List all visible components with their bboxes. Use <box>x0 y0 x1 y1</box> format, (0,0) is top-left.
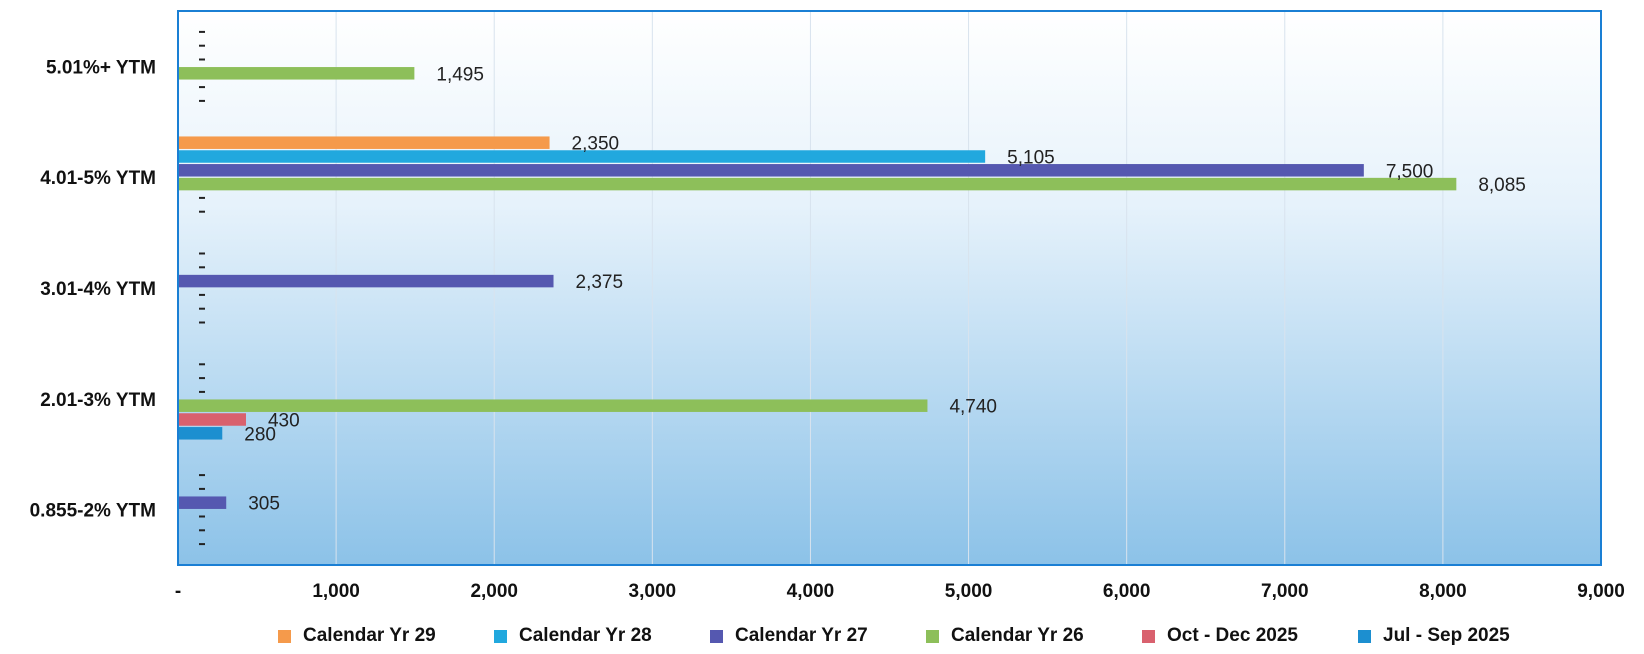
x-tick-label: 1,000 <box>312 581 360 602</box>
data-label: 4,740 <box>949 397 997 418</box>
legend-label: Calendar Yr 29 <box>303 625 436 646</box>
bars <box>178 67 1457 509</box>
data-label: 7,500 <box>1386 161 1434 182</box>
legend-swatch <box>1358 629 1371 643</box>
data-label: 280 <box>244 424 276 445</box>
legend-swatch <box>1142 629 1155 643</box>
x-tick-label: 6,000 <box>1103 581 1151 602</box>
data-label: 1,495 <box>436 64 484 85</box>
x-tick-label: 8,000 <box>1419 581 1467 602</box>
bar <box>178 164 1364 177</box>
bar <box>178 136 550 149</box>
plot-area-border <box>177 10 1602 566</box>
legend-item: Oct - Dec 2025 <box>1142 622 1298 650</box>
data-label: 2,375 <box>576 272 624 293</box>
legend-label: Calendar Yr 26 <box>951 625 1084 646</box>
legend-label: Calendar Yr 28 <box>519 625 652 646</box>
bar <box>178 413 246 426</box>
category-label: 0.855-2% YTM <box>30 501 156 522</box>
x-tick-label: 2,000 <box>470 581 518 602</box>
legend-item: Calendar Yr 27 <box>710 622 868 650</box>
legend-label: Oct - Dec 2025 <box>1167 625 1298 646</box>
legend-label: Calendar Yr 27 <box>735 625 868 646</box>
bar <box>178 150 986 163</box>
x-tick-label: 5,000 <box>945 581 993 602</box>
x-tick-label: 9,000 <box>1577 581 1625 602</box>
x-tick-label: - <box>175 581 181 602</box>
legend-swatch <box>710 629 723 643</box>
bar <box>178 274 554 288</box>
bar <box>178 399 928 412</box>
data-label: 430 <box>268 411 300 432</box>
category-label: 4.01-5% YTM <box>40 168 156 189</box>
data-label: 5,105 <box>1007 148 1055 169</box>
plot-area-background <box>178 11 1601 565</box>
bar-chart: 1,495 2,350 5,105 7,500 8,085 2,375 4,740 43028… <box>30 10 1625 602</box>
bar <box>178 177 1457 191</box>
legend-item: Calendar Yr 29 <box>278 622 436 650</box>
value-axis-tick-labels: - 1,000 2,000 3,000 4,000 5,000 6,000 7,000 8,00… <box>175 581 1625 602</box>
x-tick-label: 4,000 <box>787 581 835 602</box>
x-tick-label: 7,000 <box>1261 581 1309 602</box>
legend-swatch <box>278 629 291 643</box>
data-label: 8,085 <box>1478 175 1526 196</box>
x-tick-label: 3,000 <box>629 581 677 602</box>
data-labels: 1,495 2,350 5,105 7,500 8,085 2,375 4,740 43028… <box>244 64 1526 514</box>
category-dash-marks <box>199 30 205 546</box>
legend-item: Jul - Sep 2025 <box>1358 622 1510 650</box>
legend-swatch <box>494 629 507 643</box>
bar <box>178 67 415 80</box>
category-label: 3.01-4% YTM <box>40 279 156 300</box>
legend-swatch <box>926 629 939 643</box>
legend-label: Jul - Sep 2025 <box>1383 625 1510 646</box>
legend-item: Calendar Yr 28 <box>494 622 652 650</box>
chart-legend: Calendar Yr 29 Calendar Yr 28 Calendar Yr … <box>0 622 1644 652</box>
data-label: 305 <box>248 494 280 515</box>
category-axis-labels: 5.01%+ YTM 4.01-5% YTM 3.01-4% YTM 2.01-3% … <box>30 57 156 521</box>
bar <box>178 496 227 509</box>
category-label: 5.01%+ YTM <box>46 57 156 78</box>
bar <box>178 427 223 440</box>
gridlines <box>335 11 1444 565</box>
data-label: 2,350 <box>572 134 620 155</box>
legend-item: Calendar Yr 26 <box>926 622 1084 650</box>
category-label: 2.01-3% YTM <box>40 390 156 411</box>
